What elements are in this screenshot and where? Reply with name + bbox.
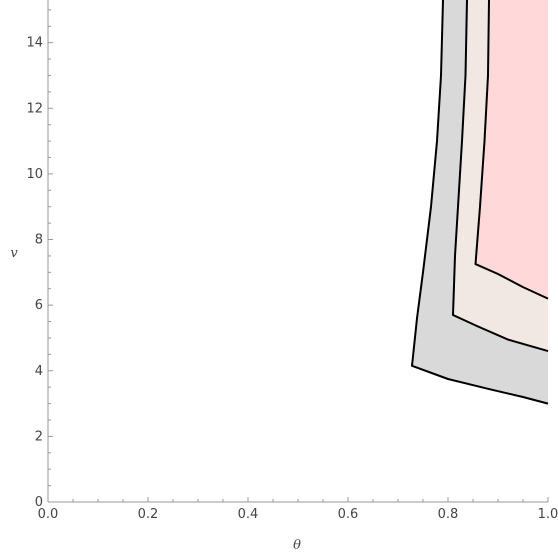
y-tick-label: 12 <box>26 101 43 116</box>
region-3-fill <box>475 0 548 299</box>
region-3-boundary <box>474 0 549 300</box>
region-2-boundary <box>452 0 549 353</box>
region-1-boundary <box>411 0 549 405</box>
x-tick-label: 0.2 <box>138 507 159 522</box>
x-tick-label: 0.4 <box>238 507 259 522</box>
x-tick-label: 0.6 <box>338 507 359 522</box>
y-tick-label: 0 <box>35 495 43 510</box>
y-axis-title: v <box>10 246 18 261</box>
y-tick-label: 4 <box>35 364 43 379</box>
y-tick-label: 6 <box>35 298 43 313</box>
x-tick-label: 0.8 <box>438 507 459 522</box>
x-axis-title: θ <box>293 538 301 553</box>
y-tick-label: 10 <box>26 167 43 182</box>
y-tick-label: 2 <box>35 429 43 444</box>
x-tick-label: 1.0 <box>538 507 558 522</box>
x-tick-label: 0.0 <box>38 507 59 522</box>
y-tick-label: 14 <box>26 36 43 51</box>
regions-layer <box>411 0 549 405</box>
y-tick-label: 8 <box>35 233 43 248</box>
tick-layer: 0.0 0.2 0.4 0.6 0.8 1.0 0 2 4 6 8 10 12 14 <box>26 9 558 522</box>
